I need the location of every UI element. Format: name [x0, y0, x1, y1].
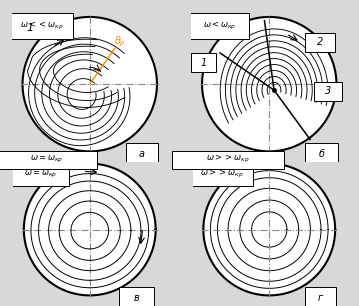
Polygon shape [24, 164, 156, 295]
FancyBboxPatch shape [314, 82, 342, 101]
Text: $\omega>>\omega_{\kappa p}$: $\omega>>\omega_{\kappa p}$ [206, 153, 250, 165]
Text: $\theta_p$: $\theta_p$ [114, 35, 126, 49]
FancyBboxPatch shape [10, 13, 73, 39]
Polygon shape [202, 17, 336, 151]
Text: а: а [139, 149, 145, 159]
FancyBboxPatch shape [305, 143, 338, 165]
Text: $\omega=\omega_{\kappa p}$: $\omega=\omega_{\kappa p}$ [24, 169, 57, 180]
FancyBboxPatch shape [0, 151, 97, 170]
FancyBboxPatch shape [119, 287, 154, 306]
FancyBboxPatch shape [12, 162, 69, 186]
Text: 1: 1 [27, 23, 34, 33]
FancyBboxPatch shape [192, 162, 253, 186]
Text: $\omega=\omega_{\kappa p}$: $\omega=\omega_{\kappa p}$ [30, 154, 63, 165]
FancyBboxPatch shape [191, 53, 216, 72]
Text: 3: 3 [325, 86, 331, 96]
Text: 2: 2 [317, 37, 323, 47]
Text: $\omega<<\omega_{\kappa p}$: $\omega<<\omega_{\kappa p}$ [20, 20, 64, 32]
FancyBboxPatch shape [172, 151, 284, 170]
Text: $\omega<\omega_{\kappa p}$: $\omega<\omega_{\kappa p}$ [203, 20, 236, 32]
Text: 1: 1 [201, 58, 207, 68]
FancyBboxPatch shape [305, 32, 335, 52]
Text: г: г [318, 293, 323, 303]
Text: $\omega>>\omega_{\kappa p}$: $\omega>>\omega_{\kappa p}$ [200, 168, 244, 180]
Polygon shape [203, 164, 335, 295]
Text: в: в [134, 293, 139, 303]
Polygon shape [23, 17, 157, 151]
FancyBboxPatch shape [126, 143, 158, 165]
Text: б: б [318, 149, 325, 159]
FancyBboxPatch shape [304, 287, 336, 306]
FancyBboxPatch shape [190, 13, 250, 39]
